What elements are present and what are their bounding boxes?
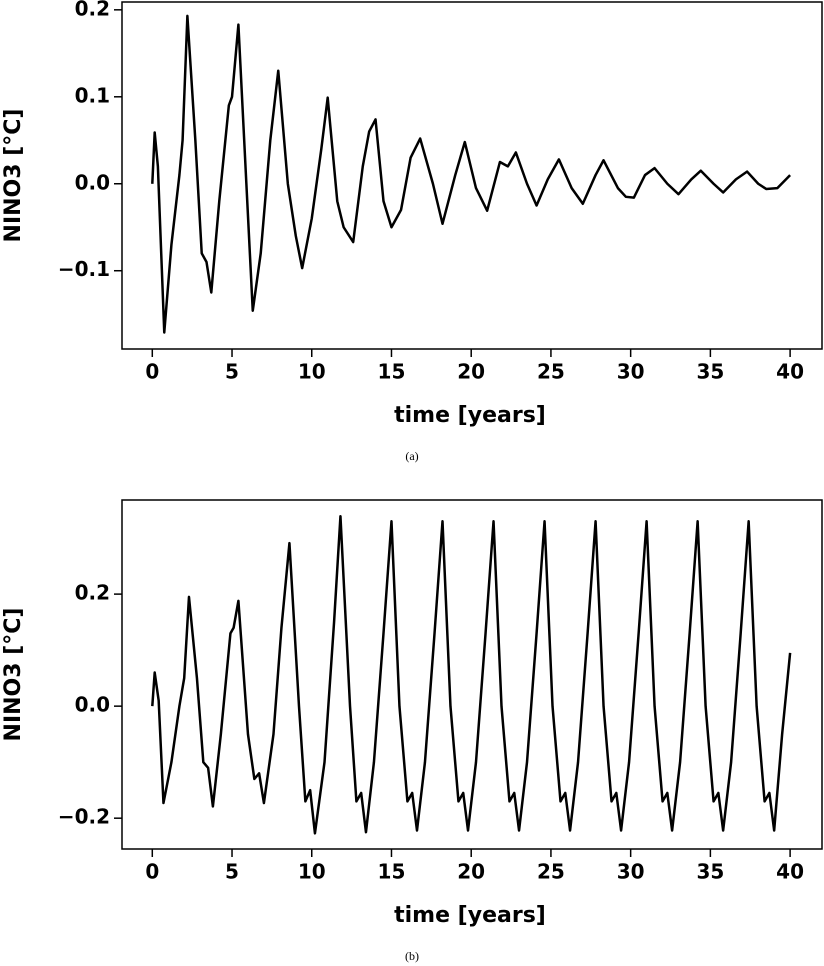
- caption: (a): [405, 449, 418, 463]
- caption: (b): [405, 949, 419, 963]
- x-tick-label: 15: [378, 860, 406, 884]
- y-tick-label: −0.2: [58, 805, 110, 829]
- x-tick-label: 30: [617, 860, 645, 884]
- line-series: [151, 14, 792, 334]
- y-tick-label: 0.0: [75, 170, 110, 194]
- x-tick-label: 0: [145, 860, 159, 884]
- x-tick-label: 35: [696, 360, 724, 384]
- x-tick-label: 20: [457, 360, 485, 384]
- x-tick-label: 30: [617, 360, 645, 384]
- x-tick-label: 35: [696, 860, 724, 884]
- x-tick-label: 10: [298, 360, 326, 384]
- y-tick-label: 0.2: [75, 0, 110, 20]
- x-tick-label: 25: [537, 360, 565, 384]
- x-tick-label: 20: [457, 860, 485, 884]
- y-tick-label: 0.2: [75, 581, 110, 605]
- x-tick-label: 5: [225, 360, 239, 384]
- x-tick-label: 40: [776, 360, 804, 384]
- plot-frame: [121, 1, 823, 350]
- y-tick-label: 0.1: [75, 83, 110, 107]
- x-axis-label: time [years]: [394, 403, 546, 428]
- y-axis-label: NINO3 [°C]: [1, 109, 26, 243]
- line-series: [151, 515, 792, 835]
- x-tick-label: 5: [225, 860, 239, 884]
- y-axis-label: NINO3 [°C]: [1, 608, 26, 742]
- plot-frame: [121, 499, 823, 850]
- x-axis-label: time [years]: [394, 903, 546, 928]
- x-tick-label: 10: [298, 860, 326, 884]
- y-tick-label: −0.1: [58, 257, 110, 281]
- y-tick-label: 0.0: [75, 693, 110, 717]
- x-tick-label: 25: [537, 860, 565, 884]
- x-tick-label: 0: [145, 360, 159, 384]
- x-tick-label: 40: [776, 860, 804, 884]
- x-tick-label: 15: [378, 360, 406, 384]
